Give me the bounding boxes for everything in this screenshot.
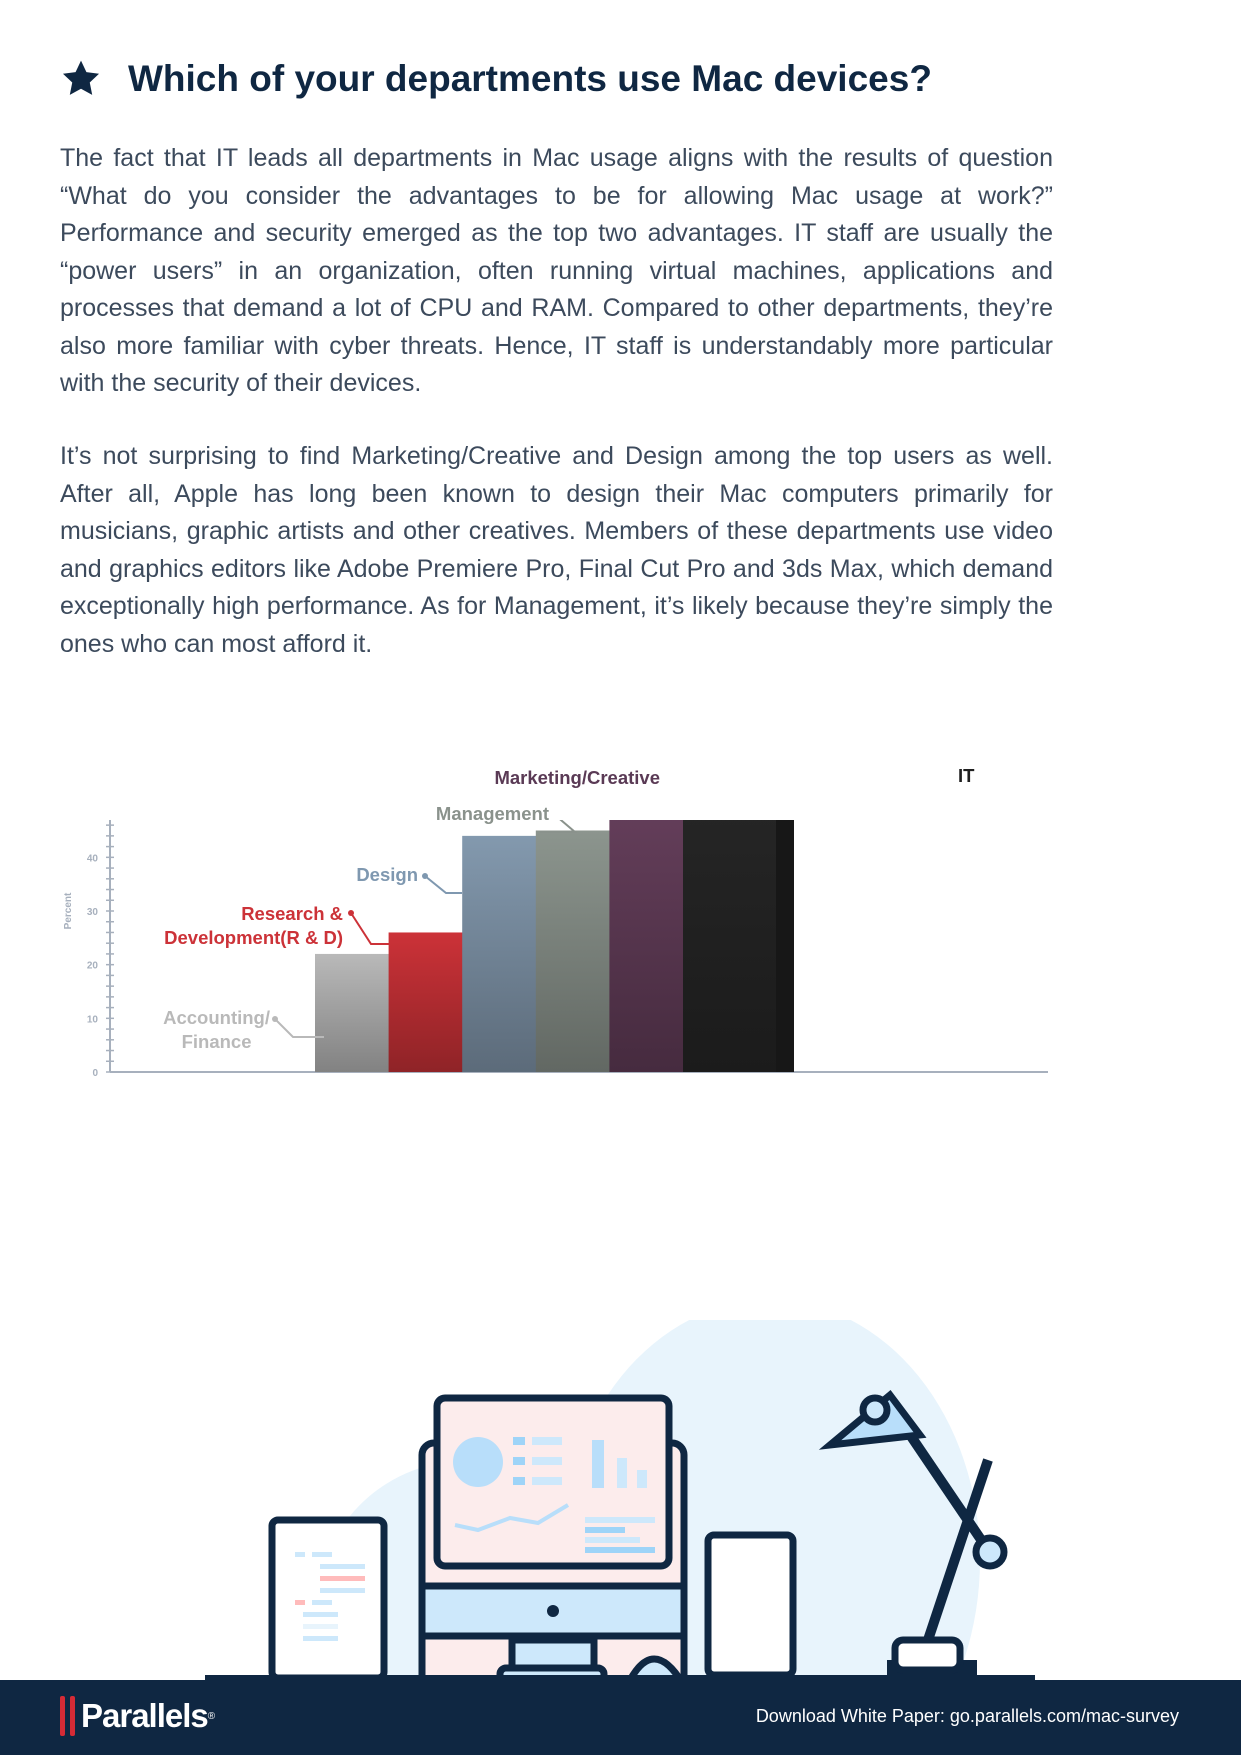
footer: Parallels ® Download White Paper: go.par… <box>0 1680 1241 1755</box>
header: Which of your departments use Mac device… <box>60 58 932 100</box>
leader-line <box>424 875 462 894</box>
bar-label-line: Development(R & D) <box>164 927 343 948</box>
bar-label-line: Marketing/Creative <box>494 767 660 788</box>
bar-label-line: Finance <box>181 1031 252 1052</box>
bar-label-line: Design <box>356 864 418 885</box>
tablet-icon <box>268 1516 388 1682</box>
y-tick-label: 0 <box>92 1068 98 1079</box>
bar-label: Research & Development(R & D) <box>164 902 343 950</box>
bar-label: Accounting/Finance <box>163 1006 270 1054</box>
phone-icon <box>704 1531 797 1679</box>
y-tick-label: 20 <box>87 961 99 972</box>
bar-label: Management <box>436 802 549 826</box>
bar-label: Marketing/Creative <box>494 766 660 790</box>
y-axis-label: Percent <box>63 892 74 929</box>
bar-label-line: Accounting/ <box>163 1007 270 1028</box>
bar-front <box>683 820 776 1072</box>
desk-illustration <box>205 1320 1035 1690</box>
y-tick-label: 10 <box>87 1014 99 1025</box>
registered-mark: ® <box>207 1710 216 1722</box>
bar-label-line: Research & <box>241 903 343 924</box>
star-icon <box>62 60 100 95</box>
leader-line <box>274 1018 324 1038</box>
leader-dot <box>272 1016 278 1022</box>
bar-label-line: Management <box>435 803 549 824</box>
paragraph-2: It’s not surprising to find Marketing/Cr… <box>60 442 1053 658</box>
bar-label: Design <box>356 863 418 887</box>
brand-name: Parallels <box>81 1697 209 1734</box>
leader-line <box>540 820 578 833</box>
paragraph-1: The fact that IT leads all departments i… <box>60 144 1053 397</box>
leader-dot <box>422 873 428 879</box>
y-tick-label: 40 <box>87 853 99 864</box>
leader-line <box>350 912 390 945</box>
page-title: Which of your departments use Mac device… <box>128 58 932 99</box>
download-link[interactable]: Download White Paper: go.parallels.com/m… <box>755 1706 1179 1726</box>
parallels-bars-icon <box>60 1696 75 1736</box>
monitor-icon <box>418 1394 688 1690</box>
bar-label: IT <box>958 764 974 788</box>
bar-chart: 0102030405060Percent <box>63 820 1048 1079</box>
bar-label-line: IT <box>958 765 975 786</box>
bar-side <box>776 820 794 1072</box>
y-tick-label: 30 <box>87 907 99 918</box>
parallels-logo[interactable]: Parallels ® <box>60 1696 215 1736</box>
leader-dot <box>348 910 354 916</box>
